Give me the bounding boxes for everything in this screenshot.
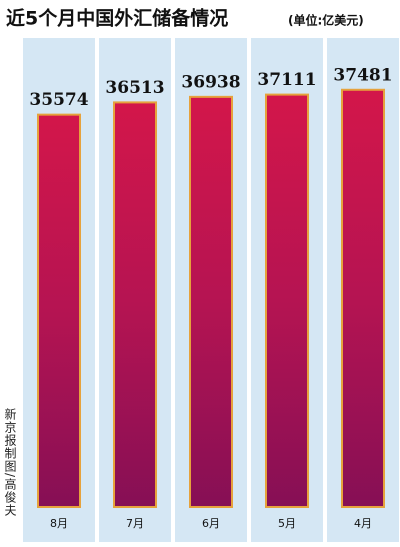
x-tick-label: 4月: [354, 517, 372, 530]
chart-subtitle: (单位:亿美元): [288, 13, 364, 28]
value-label: 37481: [333, 65, 392, 85]
x-tick-label: 6月: [202, 517, 220, 530]
value-label: 36513: [105, 78, 164, 98]
bar: [341, 88, 385, 508]
bar: [189, 95, 233, 509]
bar: [37, 113, 81, 509]
x-tick-label: 7月: [126, 517, 144, 530]
x-tick-label: 8月: [50, 517, 68, 530]
chart-title: 近5个月中国外汇储备情况: [6, 7, 228, 30]
bar: [113, 101, 157, 508]
value-label: 36938: [181, 72, 240, 92]
value-label: 37111: [257, 70, 316, 90]
value-label: 35574: [29, 90, 88, 110]
x-tick-label: 5月: [278, 517, 296, 530]
credit: 新京报制图/高俊夫: [3, 408, 17, 518]
bar: [265, 93, 309, 509]
